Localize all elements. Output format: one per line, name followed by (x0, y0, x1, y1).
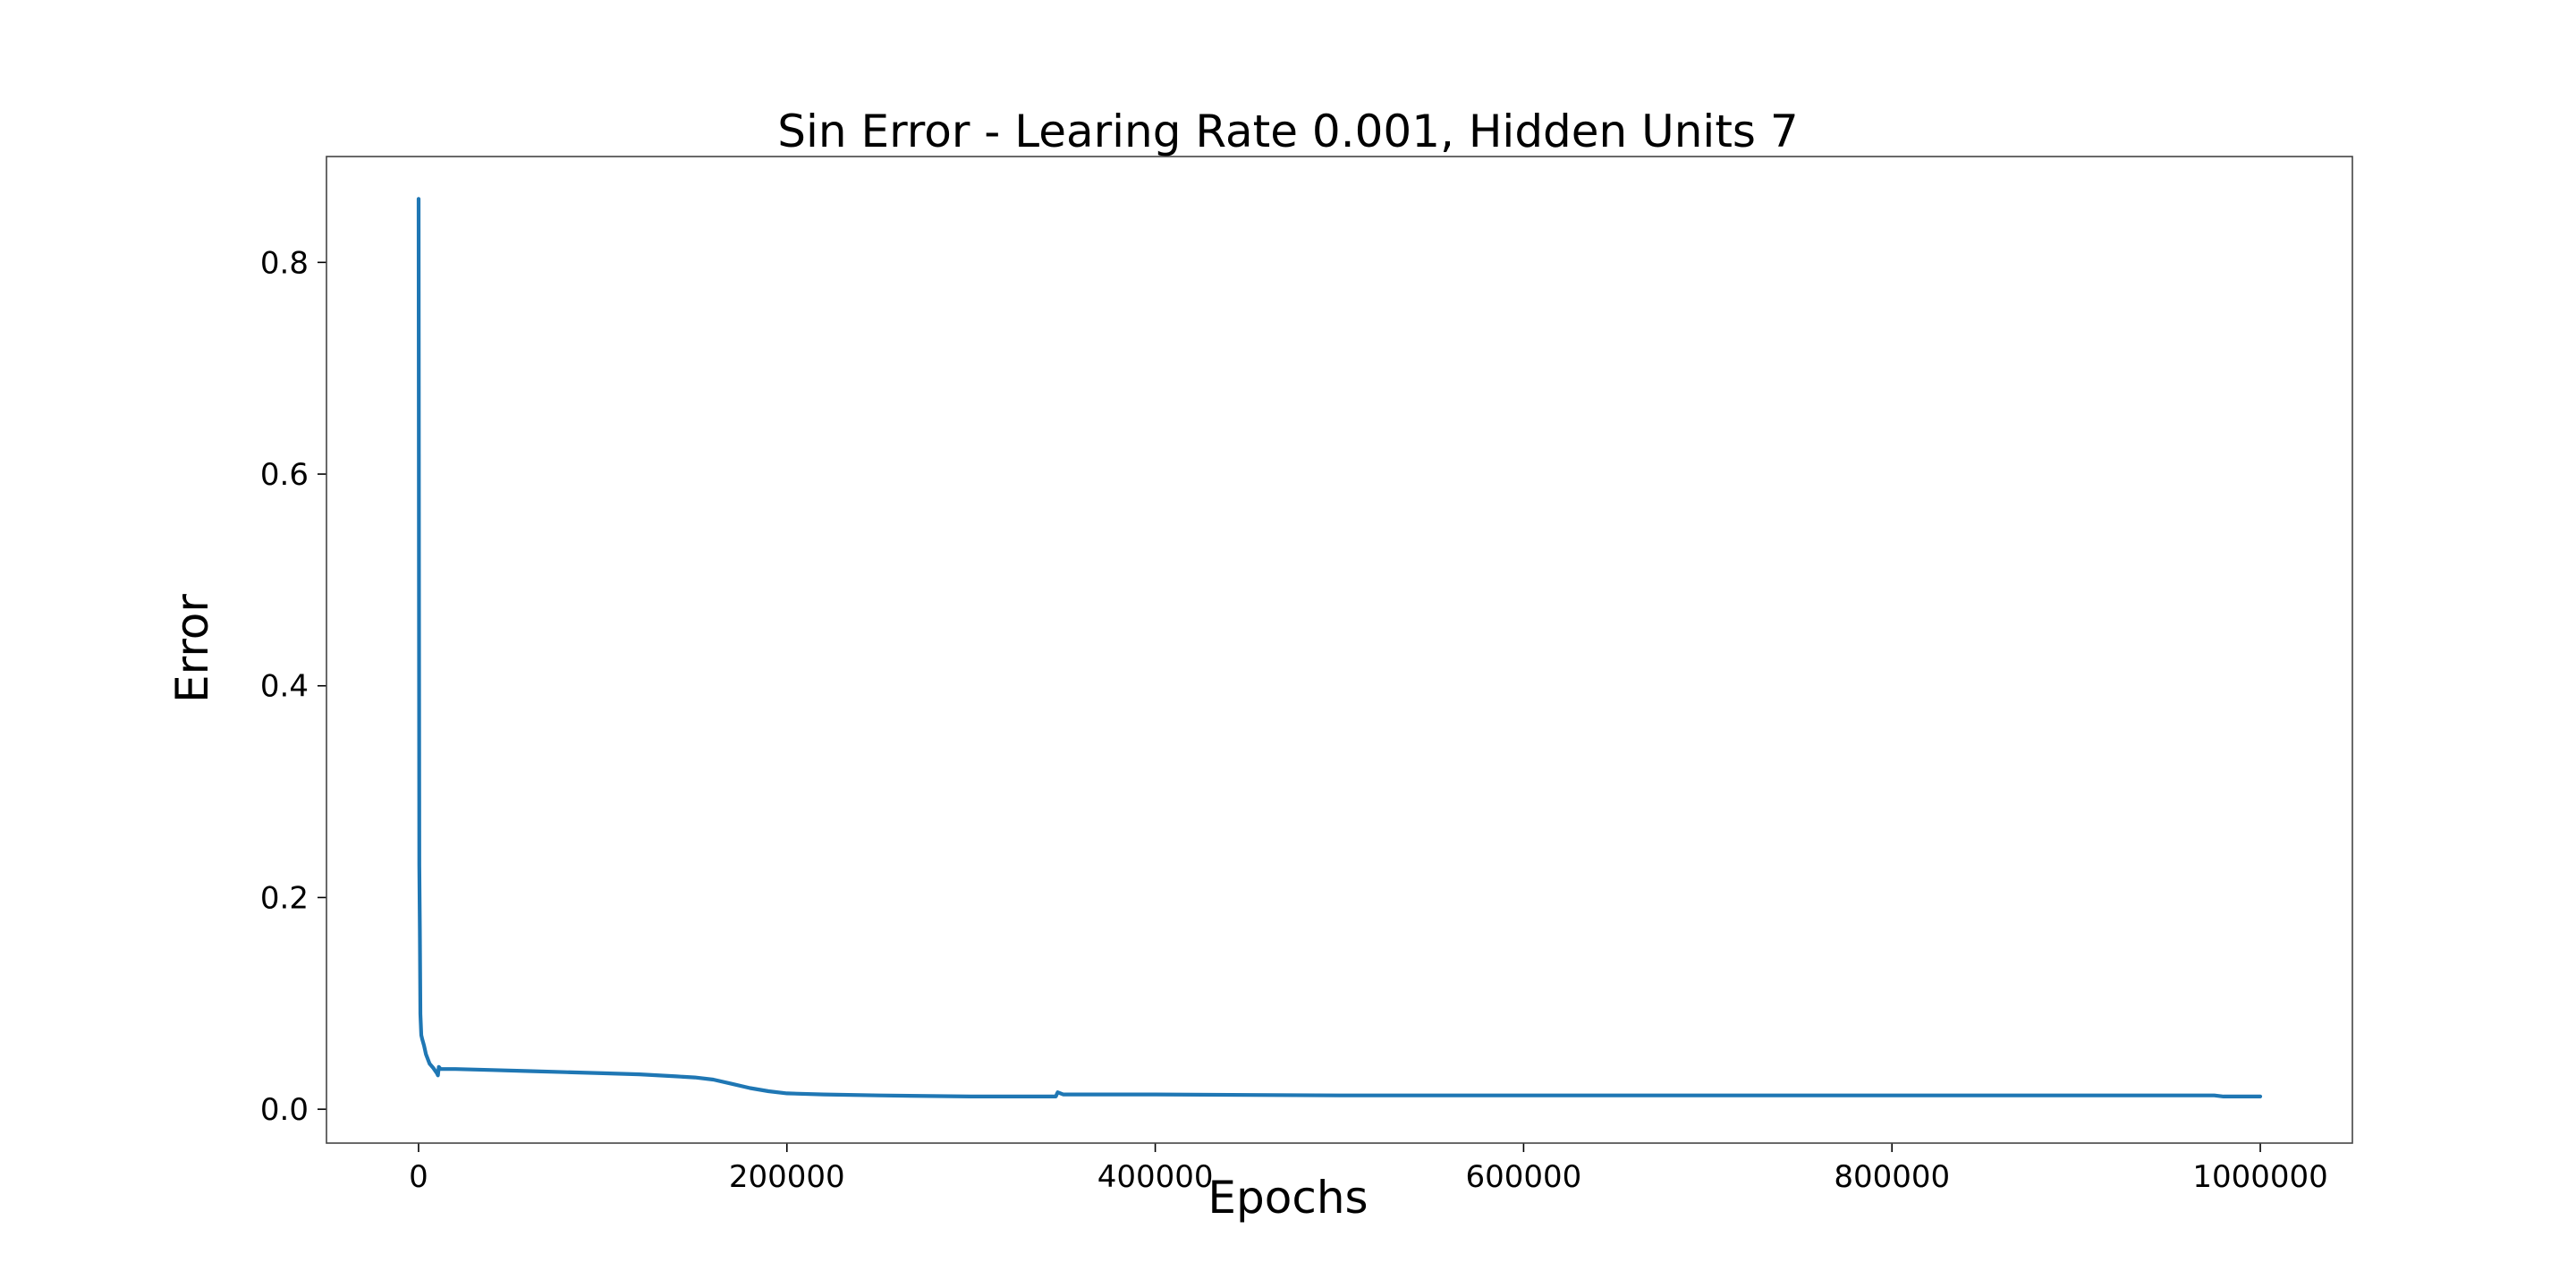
y-tick-label: 0.0 (260, 1092, 309, 1128)
x-tick-label: 200000 (729, 1159, 845, 1195)
x-axis-label: Epochs (1208, 1172, 1368, 1224)
y-axis-label: Error (166, 594, 218, 703)
x-tick-label: 800000 (1834, 1159, 1950, 1195)
y-axis-ticks: 0.0 0.2 0.4 0.6 0.8 (260, 245, 326, 1128)
y-tick-label: 0.4 (260, 669, 309, 705)
error-series-line (416, 197, 2263, 1099)
x-tick-label: 1000000 (2192, 1159, 2327, 1195)
x-axis-ticks: 0 200000 400000 600000 800000 1000000 (409, 1143, 2328, 1195)
y-tick-label: 0.8 (260, 245, 309, 281)
plot-area-frame (326, 156, 2353, 1144)
y-tick-label: 0.2 (260, 880, 309, 916)
series-layer (416, 197, 2263, 1099)
x-tick-label: 0 (409, 1159, 428, 1195)
chart-title: Sin Error - Learing Rate 0.001, Hidden U… (777, 106, 1798, 157)
y-tick-label: 0.6 (260, 457, 309, 493)
x-tick-label: 400000 (1097, 1159, 1214, 1195)
x-tick-label: 600000 (1466, 1159, 1582, 1195)
